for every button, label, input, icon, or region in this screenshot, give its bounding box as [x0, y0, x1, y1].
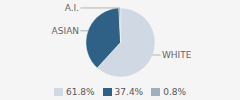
- svg-text:A.I.: A.I.: [65, 3, 79, 13]
- svg-text:WHITE: WHITE: [162, 50, 192, 60]
- html-text:61.8%: 61.8%: [66, 87, 95, 97]
- html-text:0.8%: 0.8%: [163, 87, 186, 97]
- svg-text:ASIAN: ASIAN: [52, 26, 79, 36]
- html-text:37.4%: 37.4%: [114, 87, 144, 97]
